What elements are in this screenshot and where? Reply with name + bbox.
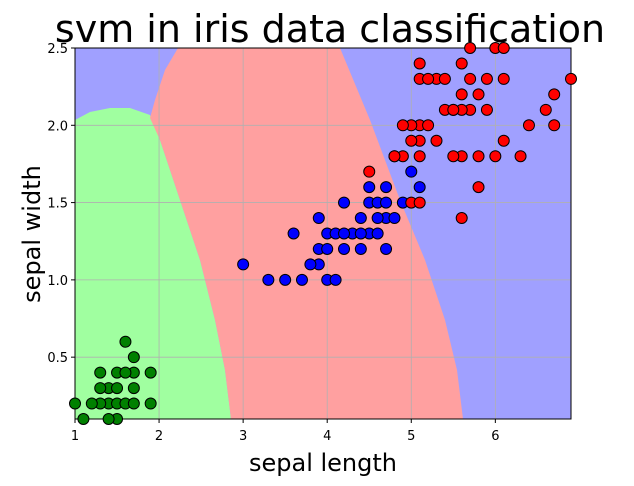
x-tick-label: 5 bbox=[407, 429, 415, 444]
point bbox=[447, 150, 460, 163]
point bbox=[430, 134, 443, 147]
point bbox=[472, 150, 485, 163]
point bbox=[464, 72, 477, 85]
point bbox=[396, 119, 409, 132]
point bbox=[94, 366, 107, 379]
point bbox=[329, 273, 342, 286]
point bbox=[85, 397, 98, 410]
point bbox=[144, 397, 157, 410]
point bbox=[405, 134, 418, 147]
point bbox=[497, 72, 510, 85]
point bbox=[102, 413, 115, 425]
point bbox=[422, 119, 435, 132]
point bbox=[295, 273, 308, 286]
point bbox=[413, 150, 426, 163]
x-tick-label: 3 bbox=[239, 429, 247, 444]
point bbox=[119, 366, 132, 379]
point bbox=[514, 150, 527, 163]
decision-region bbox=[150, 48, 463, 419]
point bbox=[144, 366, 157, 379]
y-tick-label: 1.5 bbox=[47, 197, 68, 212]
point bbox=[69, 397, 81, 410]
point bbox=[127, 351, 140, 364]
point bbox=[127, 382, 140, 395]
x-tick-label: 6 bbox=[491, 429, 499, 444]
point bbox=[413, 181, 426, 194]
y-tick-label: 2.5 bbox=[47, 42, 68, 57]
point bbox=[472, 181, 485, 194]
point bbox=[312, 212, 325, 225]
x-tick-label: 1 bbox=[71, 429, 79, 444]
point bbox=[388, 150, 401, 163]
point bbox=[371, 212, 384, 225]
point bbox=[497, 42, 510, 54]
point bbox=[321, 242, 334, 255]
point bbox=[522, 119, 535, 132]
point bbox=[388, 212, 401, 225]
point bbox=[111, 382, 124, 395]
point bbox=[380, 242, 393, 255]
point bbox=[338, 242, 351, 255]
point bbox=[480, 72, 493, 85]
point bbox=[354, 227, 367, 240]
point bbox=[455, 57, 468, 70]
point bbox=[77, 413, 90, 425]
point bbox=[262, 273, 275, 286]
x-tick-label: 2 bbox=[155, 429, 163, 444]
point bbox=[472, 88, 485, 101]
point bbox=[455, 212, 468, 225]
point bbox=[371, 227, 384, 240]
point bbox=[480, 103, 493, 116]
decision-region bbox=[75, 108, 231, 419]
point bbox=[539, 103, 552, 116]
plot-frame bbox=[74, 47, 572, 420]
point bbox=[413, 57, 426, 70]
y-tick-label: 1.0 bbox=[47, 274, 68, 289]
point bbox=[338, 227, 351, 240]
point bbox=[279, 273, 292, 286]
point bbox=[237, 258, 250, 271]
point bbox=[548, 88, 561, 101]
y-axis-label: sepal width bbox=[18, 165, 46, 303]
point bbox=[405, 165, 418, 178]
point bbox=[287, 227, 300, 240]
point bbox=[422, 72, 435, 85]
point bbox=[127, 397, 140, 410]
point bbox=[363, 165, 376, 178]
x-tick-label: 4 bbox=[323, 429, 331, 444]
point bbox=[455, 88, 468, 101]
point bbox=[354, 212, 367, 225]
point bbox=[565, 72, 577, 85]
chart-title: svm in iris data classification bbox=[55, 7, 605, 51]
point bbox=[548, 119, 561, 132]
point bbox=[489, 150, 502, 163]
y-tick-label: 2.0 bbox=[47, 119, 68, 134]
point bbox=[338, 196, 351, 209]
point bbox=[94, 382, 107, 395]
point bbox=[380, 181, 393, 194]
point bbox=[464, 42, 477, 54]
point bbox=[438, 72, 451, 85]
y-tick-label: 0.5 bbox=[47, 351, 68, 366]
point bbox=[447, 103, 460, 116]
point bbox=[304, 258, 317, 271]
point bbox=[119, 335, 132, 348]
point bbox=[497, 134, 510, 147]
point bbox=[380, 196, 393, 209]
point bbox=[363, 181, 376, 194]
point bbox=[413, 196, 426, 209]
x-axis-label: sepal length bbox=[249, 449, 397, 477]
point bbox=[354, 242, 367, 255]
